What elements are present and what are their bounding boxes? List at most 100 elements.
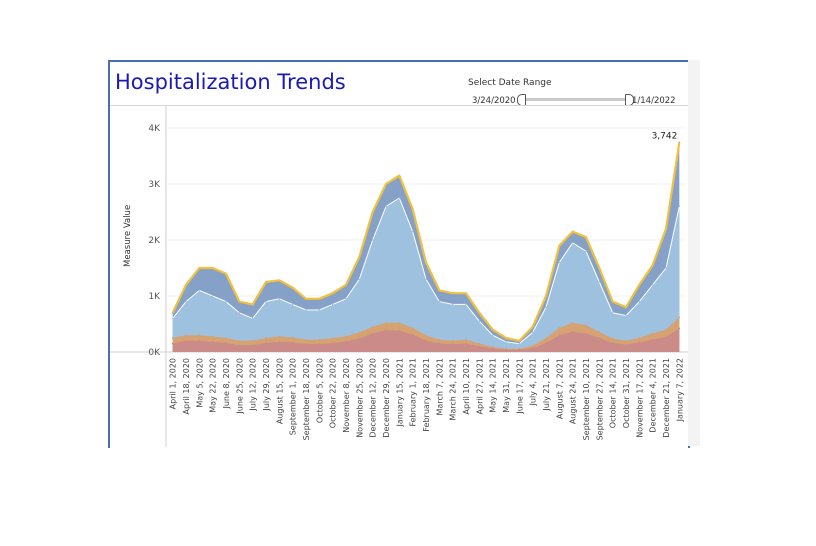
data-point-s4 bbox=[398, 329, 401, 332]
data-point-s4 bbox=[225, 342, 227, 344]
x-tick-label: November 17, 2021 bbox=[635, 358, 644, 438]
data-point-s3 bbox=[198, 334, 201, 337]
x-tick-label: September 1, 2020 bbox=[289, 358, 298, 435]
data-point-s4 bbox=[465, 342, 467, 345]
x-tick-label: July 21, 2021 bbox=[542, 358, 551, 412]
x-tick-label: October 22, 2020 bbox=[329, 358, 338, 428]
data-point-s2 bbox=[305, 309, 307, 311]
data-point-s4 bbox=[598, 337, 601, 339]
data-point-s4 bbox=[665, 336, 667, 338]
data-point-s2 bbox=[318, 309, 321, 311]
data-point-s4 bbox=[305, 343, 307, 345]
hospitalization-chart: 0K 1K 2K 3K 4K 3,742 April 1, 2020 April 18, 20… bbox=[110, 106, 688, 447]
data-point-s2 bbox=[345, 298, 347, 300]
data-point-s4 bbox=[451, 343, 454, 345]
x-tick-label: September 10, 2021 bbox=[582, 358, 591, 440]
data-point-s2 bbox=[558, 261, 561, 264]
data-point-s2 bbox=[331, 303, 334, 306]
y-tick-label: 4K bbox=[148, 124, 161, 134]
data-point-s4 bbox=[478, 345, 481, 348]
x-tick-label: February 18, 2021 bbox=[422, 358, 431, 432]
y-tick-label: 0K bbox=[148, 348, 161, 358]
peak-annotation: 3,742 bbox=[652, 131, 678, 141]
data-point-s3 bbox=[251, 340, 254, 342]
data-point-s2 bbox=[171, 317, 174, 320]
data-point-s4 bbox=[585, 332, 587, 335]
x-tick-label: October 14, 2021 bbox=[609, 358, 618, 428]
data-point-s3 bbox=[425, 334, 427, 337]
data-point-s4 bbox=[678, 327, 681, 330]
data-point-s2 bbox=[571, 242, 574, 244]
data-point-s2 bbox=[251, 317, 254, 320]
data-point-s4 bbox=[531, 347, 534, 349]
x-tick-label: December 21, 2021 bbox=[662, 358, 671, 438]
data-point-s3 bbox=[265, 337, 267, 339]
data-point-s3 bbox=[225, 337, 227, 339]
data-point-s3 bbox=[651, 332, 654, 335]
date-range-start: 3/24/2020 bbox=[472, 96, 516, 106]
data-point-s3 bbox=[611, 337, 614, 340]
total-line bbox=[171, 142, 681, 342]
data-point-s3 bbox=[238, 340, 241, 342]
data-point-s3 bbox=[451, 340, 454, 342]
x-tick-label: May 5, 2020 bbox=[195, 358, 204, 408]
data-point-s4 bbox=[331, 342, 334, 344]
x-tick-label: August 7, 2021 bbox=[555, 358, 564, 419]
x-tick-label: July 29, 2020 bbox=[262, 358, 271, 412]
data-point-s3 bbox=[185, 334, 187, 337]
x-tick-label: November 25, 2020 bbox=[355, 358, 364, 438]
data-point-s3 bbox=[305, 338, 307, 341]
data-point-s3 bbox=[478, 342, 481, 345]
data-point-s3 bbox=[331, 337, 334, 339]
data-point-s2 bbox=[638, 300, 641, 303]
data-point-s3 bbox=[438, 338, 441, 341]
data-point-s4 bbox=[625, 343, 627, 346]
data-point-s4 bbox=[438, 342, 441, 345]
x-tick-label: June 17, 2021 bbox=[515, 358, 524, 415]
data-point-s3 bbox=[291, 336, 294, 339]
data-point-s3 bbox=[585, 324, 587, 326]
data-point-s2 bbox=[665, 267, 667, 269]
page-title: Hospitalization Trends bbox=[115, 70, 346, 94]
data-point-s4 bbox=[638, 341, 641, 344]
data-point-s2 bbox=[291, 303, 294, 306]
header-divider bbox=[110, 105, 688, 106]
data-point-s3 bbox=[171, 337, 174, 339]
data-point-s3 bbox=[545, 337, 547, 339]
data-point-s2 bbox=[611, 312, 614, 314]
x-tick-label: May 14, 2021 bbox=[489, 358, 498, 413]
date-range-slider-track[interactable] bbox=[521, 98, 629, 101]
data-point-s3 bbox=[385, 322, 387, 324]
x-tick-label: November 8, 2020 bbox=[342, 358, 351, 433]
data-point-s3 bbox=[571, 322, 574, 324]
x-tick-label: May 22, 2020 bbox=[209, 358, 218, 413]
data-point-s2 bbox=[371, 239, 374, 241]
y-tick-label: 1K bbox=[148, 292, 161, 302]
data-point-s4 bbox=[345, 340, 347, 343]
data-point-s3 bbox=[358, 331, 361, 334]
data-point-s4 bbox=[278, 341, 281, 343]
data-point-s3 bbox=[398, 322, 401, 324]
data-point-s4 bbox=[171, 342, 174, 345]
x-tick-label: September 27, 2021 bbox=[595, 358, 604, 440]
data-point-s2 bbox=[225, 300, 227, 303]
data-point-s4 bbox=[185, 340, 187, 342]
data-point-s2 bbox=[385, 205, 387, 208]
data-point-s2 bbox=[625, 314, 627, 317]
date-range-label: Select Date Range bbox=[468, 78, 552, 88]
data-point-s3 bbox=[371, 326, 374, 328]
data-point-s4 bbox=[385, 329, 387, 331]
x-tick-label: August 24, 2021 bbox=[569, 358, 578, 424]
data-point-s3 bbox=[411, 327, 414, 329]
data-point-s4 bbox=[265, 342, 267, 344]
data-point-s2 bbox=[438, 300, 441, 303]
data-point-s3 bbox=[531, 345, 534, 347]
x-tick-label: April 1, 2020 bbox=[169, 358, 178, 409]
data-point-s4 bbox=[371, 332, 374, 335]
data-point-s2 bbox=[678, 205, 681, 208]
data-point-s2 bbox=[451, 303, 454, 306]
data-point-s2 bbox=[478, 320, 481, 323]
date-range-end: 1/14/2022 bbox=[632, 96, 676, 106]
data-point-s2 bbox=[398, 197, 401, 199]
x-tick-label: December 12, 2020 bbox=[369, 358, 378, 438]
